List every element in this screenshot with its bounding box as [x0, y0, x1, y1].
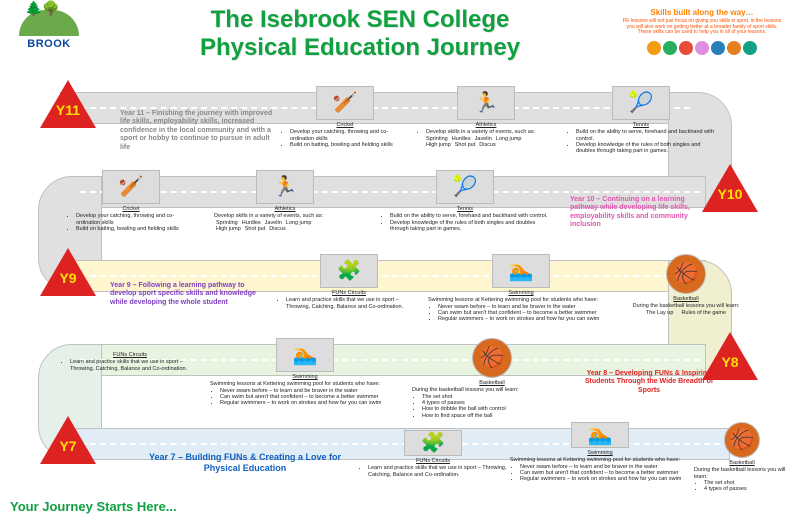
skill-circle-icon	[743, 41, 757, 55]
basketball-icon: 🏀	[724, 422, 760, 458]
start-label: Your Journey Starts Here...	[10, 499, 177, 514]
skill-circle-icon	[711, 41, 725, 55]
school-logo: 🌲🌳 BROOK	[14, 10, 84, 58]
tennis-icon: 🎾	[436, 170, 494, 204]
y7-desc: Year 7 – Building FUNs & Creating a Love…	[140, 452, 350, 474]
skill-circle-icon	[727, 41, 741, 55]
y10-tennis: 🎾 Tennis Build on the ability to serve, …	[380, 170, 550, 232]
page-root: 🌲🌳 BROOK The Isebrook SEN College Physic…	[0, 0, 796, 520]
y7-funs: 🧩 FUNs Circuits Learn and practice skill…	[358, 430, 508, 478]
y7-basketball: 🏀 Basketball During the basketball lesso…	[694, 422, 790, 493]
cricket-icon: 🏏	[316, 86, 374, 120]
skill-circle-icon	[695, 41, 709, 55]
page-title: The Isebrook SEN College Physical Educat…	[120, 6, 600, 62]
marker-y7: Y7	[40, 416, 96, 464]
swimming-icon: 🏊	[276, 338, 334, 372]
athletics-icon: 🏃	[256, 170, 314, 204]
marker-y11: Y11	[40, 80, 96, 128]
funs-icon: 🧩	[404, 430, 462, 456]
y7-swimming: 🏊 Swimming Swimming lessons at Kettering…	[510, 422, 690, 483]
funs-icon: 🧩	[320, 254, 378, 288]
cricket-icon: 🏏	[102, 170, 160, 204]
marker-y10: Y10	[702, 164, 758, 212]
y11-tennis: 🎾 Tennis Build on the ability to serve, …	[566, 86, 716, 155]
y10-cricket: 🏏 Cricket Develop your catching, throwin…	[66, 170, 196, 232]
swimming-icon: 🏊	[571, 422, 629, 448]
marker-y9: Y9	[40, 248, 96, 296]
tennis-icon: 🎾	[612, 86, 670, 120]
y11-athletics: 🏃 Athletics Develop skills in a variety …	[416, 86, 556, 148]
y9-swimming: 🏊 Swimming Swimming lessons at Kettering…	[428, 254, 614, 323]
skill-circle-icon	[647, 41, 661, 55]
skill-circle-icon	[679, 41, 693, 55]
y10-athletics: 🏃 Athletics Develop skills in a variety …	[210, 170, 360, 232]
y9-basketball: 🏀 Basketball During the basketball lesso…	[626, 254, 746, 316]
swimming-icon: 🏊	[492, 254, 550, 288]
y10-desc: Year 10 – Continuing on a learning pathw…	[570, 196, 700, 230]
y8-funs: FUNs Circuits Learn and practice skills …	[60, 352, 200, 372]
title-line1: The Isebrook SEN College	[211, 6, 510, 33]
y8-desc: Year 8 – Developing FUNs & Inspiring Stu…	[584, 370, 714, 395]
marker-y8: Y8	[702, 332, 758, 380]
y11-desc: Year 11 – Finishing the journey with imp…	[120, 110, 280, 152]
skills-heading: Skills built along the way…	[622, 8, 782, 17]
skills-circles	[622, 40, 782, 61]
y9-desc: Year 9 – Following a learning pathway to…	[110, 282, 270, 307]
skills-text: PE lessons will not just focus on giving…	[622, 19, 782, 36]
athletics-icon: 🏃	[457, 86, 515, 120]
y8-basketball: 🏀 Basketball During the basketball lesso…	[412, 338, 572, 419]
y8-swimming: 🏊 Swimming Swimming lessons at Kettering…	[210, 338, 400, 407]
y9-funs: 🧩 FUNs Circuits Learn and practice skill…	[276, 254, 422, 310]
basketball-icon: 🏀	[666, 254, 706, 294]
title-line2: Physical Education Journey	[120, 34, 600, 62]
skill-circle-icon	[663, 41, 677, 55]
skills-panel: Skills built along the way… PE lessons w…	[622, 8, 782, 61]
y11-cricket: 🏏 Cricket Develop your catching, throwin…	[280, 86, 410, 148]
logo-text: BROOK	[14, 38, 84, 50]
basketball-icon: 🏀	[472, 338, 512, 378]
